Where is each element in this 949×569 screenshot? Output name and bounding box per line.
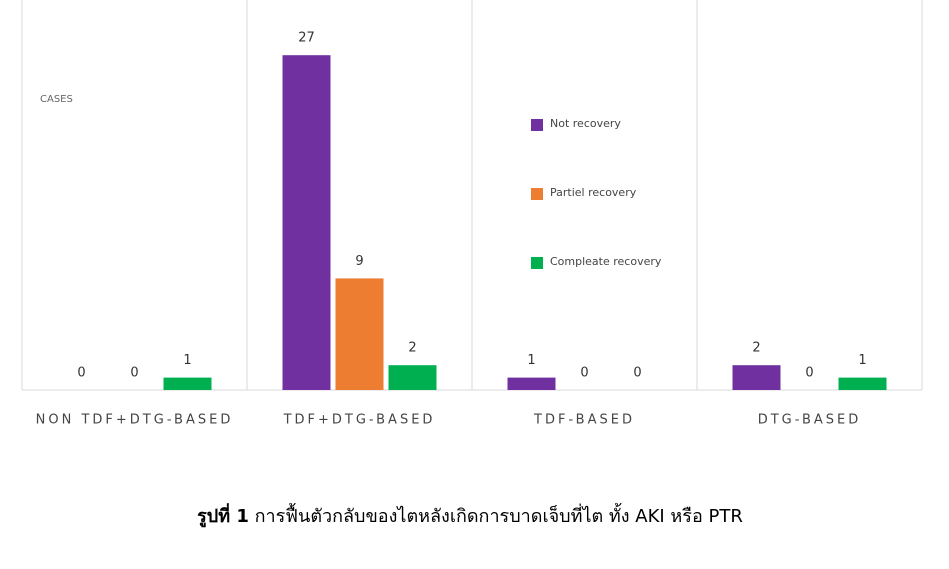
value-label: 9	[355, 254, 363, 269]
bar	[335, 278, 384, 390]
value-label: 2	[752, 341, 760, 356]
value-label: 0	[130, 366, 138, 381]
value-label: 27	[298, 31, 315, 46]
x-tick-label: DTG-BASED	[758, 413, 862, 428]
value-label: 0	[805, 366, 813, 381]
bar	[388, 365, 437, 390]
value-label: 0	[633, 366, 641, 381]
x-tick-label: NON TDF+DTG-BASED	[36, 413, 234, 428]
x-tick-label: TDF+DTG-BASED	[283, 413, 436, 428]
legend-swatch	[531, 119, 543, 131]
legend-label: Not recovery	[550, 117, 621, 130]
value-label: 0	[77, 366, 85, 381]
bar	[838, 377, 887, 390]
bar	[732, 365, 781, 390]
value-label: 1	[527, 353, 535, 368]
caption: รูปที่ 1 การฟื้นตัวกลับของไตหลังเกิดการบ…	[197, 503, 743, 528]
x-tick-label: TDF-BASED	[533, 413, 635, 428]
legend-swatch	[531, 257, 543, 269]
legend-label: Compleate recovery	[550, 255, 662, 268]
value-label: 1	[183, 353, 191, 368]
legend-swatch	[531, 188, 543, 200]
bar	[282, 55, 331, 390]
caption-text: การฟื้นตัวกลับของไตหลังเกิดการบาดเจ็บที่…	[255, 503, 743, 527]
bar	[163, 377, 212, 390]
y-axis-label: CASES	[40, 94, 73, 105]
bar	[507, 377, 556, 390]
value-label: 0	[580, 366, 588, 381]
caption-label: รูปที่ 1	[197, 503, 249, 528]
value-label: 2	[408, 341, 416, 356]
value-label: 1	[858, 353, 866, 368]
legend-label: Partiel recovery	[550, 186, 637, 199]
